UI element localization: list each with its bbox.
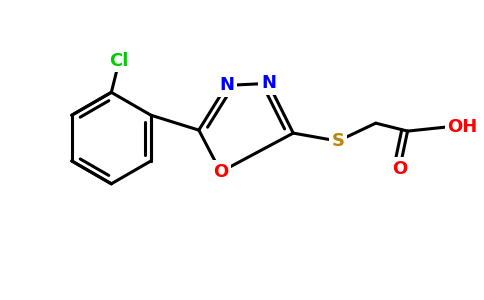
Text: N: N [261,74,276,92]
Text: O: O [392,160,407,178]
Text: N: N [219,76,234,94]
Text: O: O [213,163,228,181]
Text: Cl: Cl [109,52,129,70]
Text: S: S [332,132,345,150]
Text: OH: OH [447,118,478,136]
